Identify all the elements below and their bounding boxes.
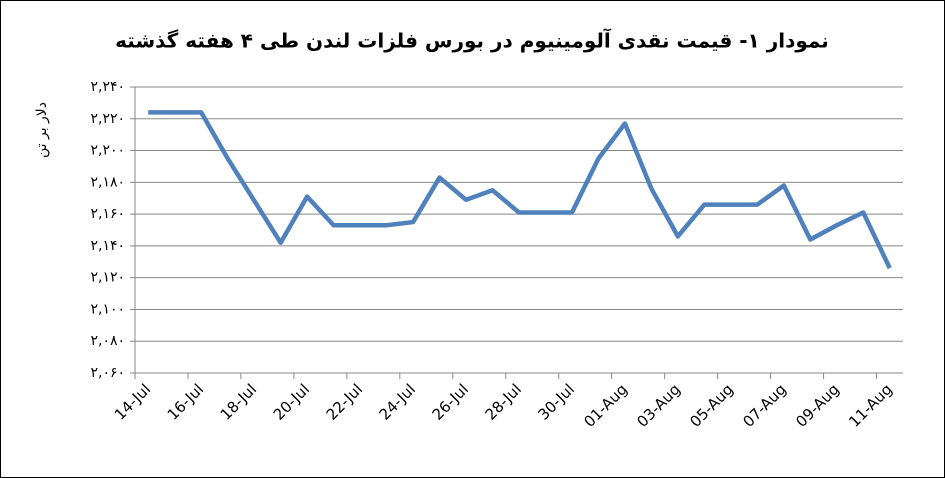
y-tick-label: ۲,۰۶۰ [90,365,125,381]
y-tick-label: ۲,۱۸۰ [90,174,125,190]
y-tick-label: ۲,۲۴۰ [90,79,125,95]
y-tick-label: ۲,۲۰۰ [90,143,125,159]
y-tick-label: ۲,۱۰۰ [90,301,125,317]
price-line [148,110,892,270]
y-tick-label: ۲,۲۲۰ [90,111,125,127]
chart-title: نمودار ۱- قیمت نقدی آلومینیوم در بورس فل… [115,28,829,53]
y-axis-label: دلار بر تن [34,102,50,158]
y-tick-label: ۲,۱۴۰ [90,238,125,254]
y-tick-label: ۲,۰۸۰ [90,333,125,349]
y-tick-label: ۲,۱۶۰ [90,206,125,222]
y-tick-label: ۲,۱۲۰ [90,270,125,286]
